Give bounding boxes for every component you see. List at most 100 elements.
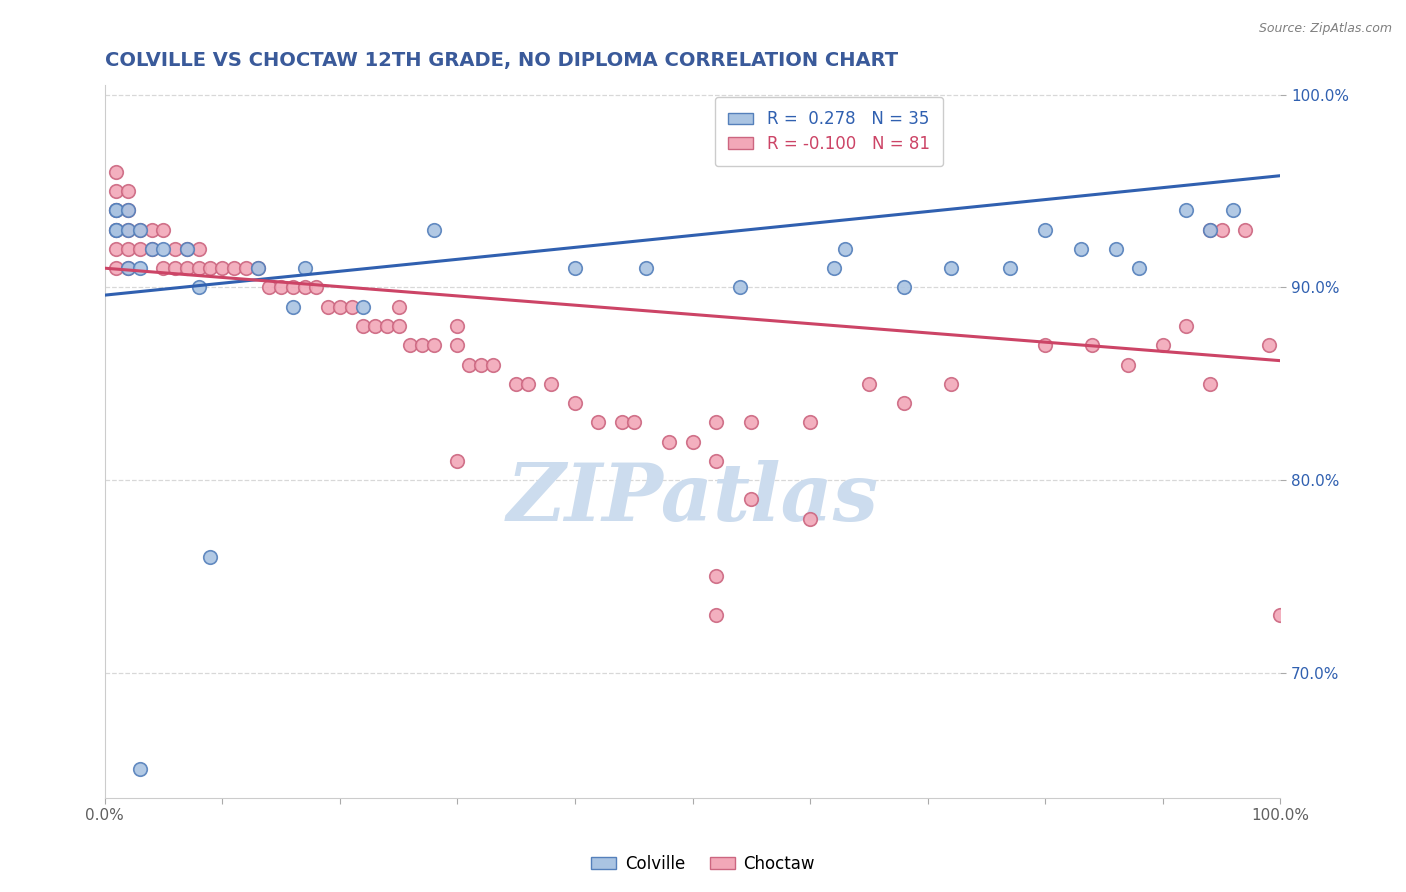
Text: Source: ZipAtlas.com: Source: ZipAtlas.com bbox=[1258, 22, 1392, 36]
Point bbox=[1234, 222, 1257, 236]
Point bbox=[858, 376, 880, 391]
Point bbox=[187, 242, 209, 256]
Point bbox=[176, 242, 198, 256]
Point bbox=[704, 454, 727, 468]
Point bbox=[893, 280, 915, 294]
Point bbox=[588, 415, 610, 429]
Point bbox=[281, 300, 304, 314]
Point bbox=[1033, 338, 1056, 352]
Point bbox=[141, 222, 163, 236]
Point bbox=[823, 261, 845, 276]
Point bbox=[423, 338, 446, 352]
Point bbox=[152, 222, 174, 236]
Point bbox=[117, 261, 139, 276]
Point bbox=[423, 222, 446, 236]
Point bbox=[165, 261, 187, 276]
Point bbox=[941, 261, 963, 276]
Point bbox=[740, 415, 762, 429]
Point bbox=[340, 300, 363, 314]
Point bbox=[141, 242, 163, 256]
Point bbox=[105, 222, 128, 236]
Point bbox=[941, 376, 963, 391]
Legend: Colville, Choctaw: Colville, Choctaw bbox=[585, 848, 821, 880]
Point bbox=[152, 242, 174, 256]
Text: ZIPatlas: ZIPatlas bbox=[506, 460, 879, 537]
Point bbox=[388, 300, 411, 314]
Point bbox=[200, 550, 222, 565]
Point bbox=[799, 415, 821, 429]
Point bbox=[117, 184, 139, 198]
Point bbox=[364, 318, 387, 333]
Point bbox=[1081, 338, 1104, 352]
Point bbox=[105, 203, 128, 218]
Point bbox=[446, 338, 468, 352]
Point bbox=[728, 280, 751, 294]
Point bbox=[129, 762, 152, 776]
Point bbox=[129, 261, 152, 276]
Point bbox=[117, 203, 139, 218]
Point bbox=[998, 261, 1021, 276]
Point bbox=[893, 396, 915, 410]
Point bbox=[105, 184, 128, 198]
Point bbox=[165, 242, 187, 256]
Point bbox=[176, 261, 198, 276]
Point bbox=[411, 338, 433, 352]
Point bbox=[704, 415, 727, 429]
Point bbox=[246, 261, 269, 276]
Point bbox=[129, 242, 152, 256]
Point bbox=[1198, 222, 1220, 236]
Point bbox=[704, 607, 727, 622]
Point bbox=[505, 376, 527, 391]
Point bbox=[446, 454, 468, 468]
Point bbox=[270, 280, 292, 294]
Point bbox=[105, 261, 128, 276]
Point bbox=[222, 261, 245, 276]
Point bbox=[246, 261, 269, 276]
Point bbox=[105, 203, 128, 218]
Point bbox=[294, 261, 316, 276]
Point bbox=[105, 222, 128, 236]
Point bbox=[740, 492, 762, 507]
Point bbox=[187, 261, 209, 276]
Point bbox=[176, 242, 198, 256]
Point bbox=[187, 280, 209, 294]
Point bbox=[564, 396, 586, 410]
Point bbox=[235, 261, 257, 276]
Point bbox=[1033, 222, 1056, 236]
Point bbox=[105, 165, 128, 179]
Point bbox=[329, 300, 352, 314]
Point bbox=[634, 261, 657, 276]
Point bbox=[458, 358, 481, 372]
Point bbox=[200, 261, 222, 276]
Point bbox=[211, 261, 233, 276]
Text: COLVILLE VS CHOCTAW 12TH GRADE, NO DIPLOMA CORRELATION CHART: COLVILLE VS CHOCTAW 12TH GRADE, NO DIPLO… bbox=[104, 51, 898, 70]
Point bbox=[294, 280, 316, 294]
Point bbox=[117, 242, 139, 256]
Point bbox=[399, 338, 422, 352]
Point bbox=[1175, 203, 1198, 218]
Point bbox=[682, 434, 704, 449]
Point bbox=[129, 222, 152, 236]
Point bbox=[259, 280, 281, 294]
Point bbox=[1070, 242, 1092, 256]
Point bbox=[1105, 242, 1128, 256]
Point bbox=[1211, 222, 1233, 236]
Point bbox=[117, 222, 139, 236]
Point bbox=[316, 300, 339, 314]
Point bbox=[1152, 338, 1174, 352]
Point bbox=[388, 318, 411, 333]
Point bbox=[623, 415, 645, 429]
Point bbox=[1175, 318, 1198, 333]
Point bbox=[105, 222, 128, 236]
Point bbox=[1270, 607, 1292, 622]
Point bbox=[834, 242, 856, 256]
Point bbox=[375, 318, 398, 333]
Point bbox=[141, 242, 163, 256]
Point bbox=[1116, 358, 1139, 372]
Point bbox=[516, 376, 538, 391]
Point bbox=[129, 222, 152, 236]
Point bbox=[352, 318, 374, 333]
Point bbox=[117, 203, 139, 218]
Point bbox=[105, 203, 128, 218]
Point bbox=[117, 222, 139, 236]
